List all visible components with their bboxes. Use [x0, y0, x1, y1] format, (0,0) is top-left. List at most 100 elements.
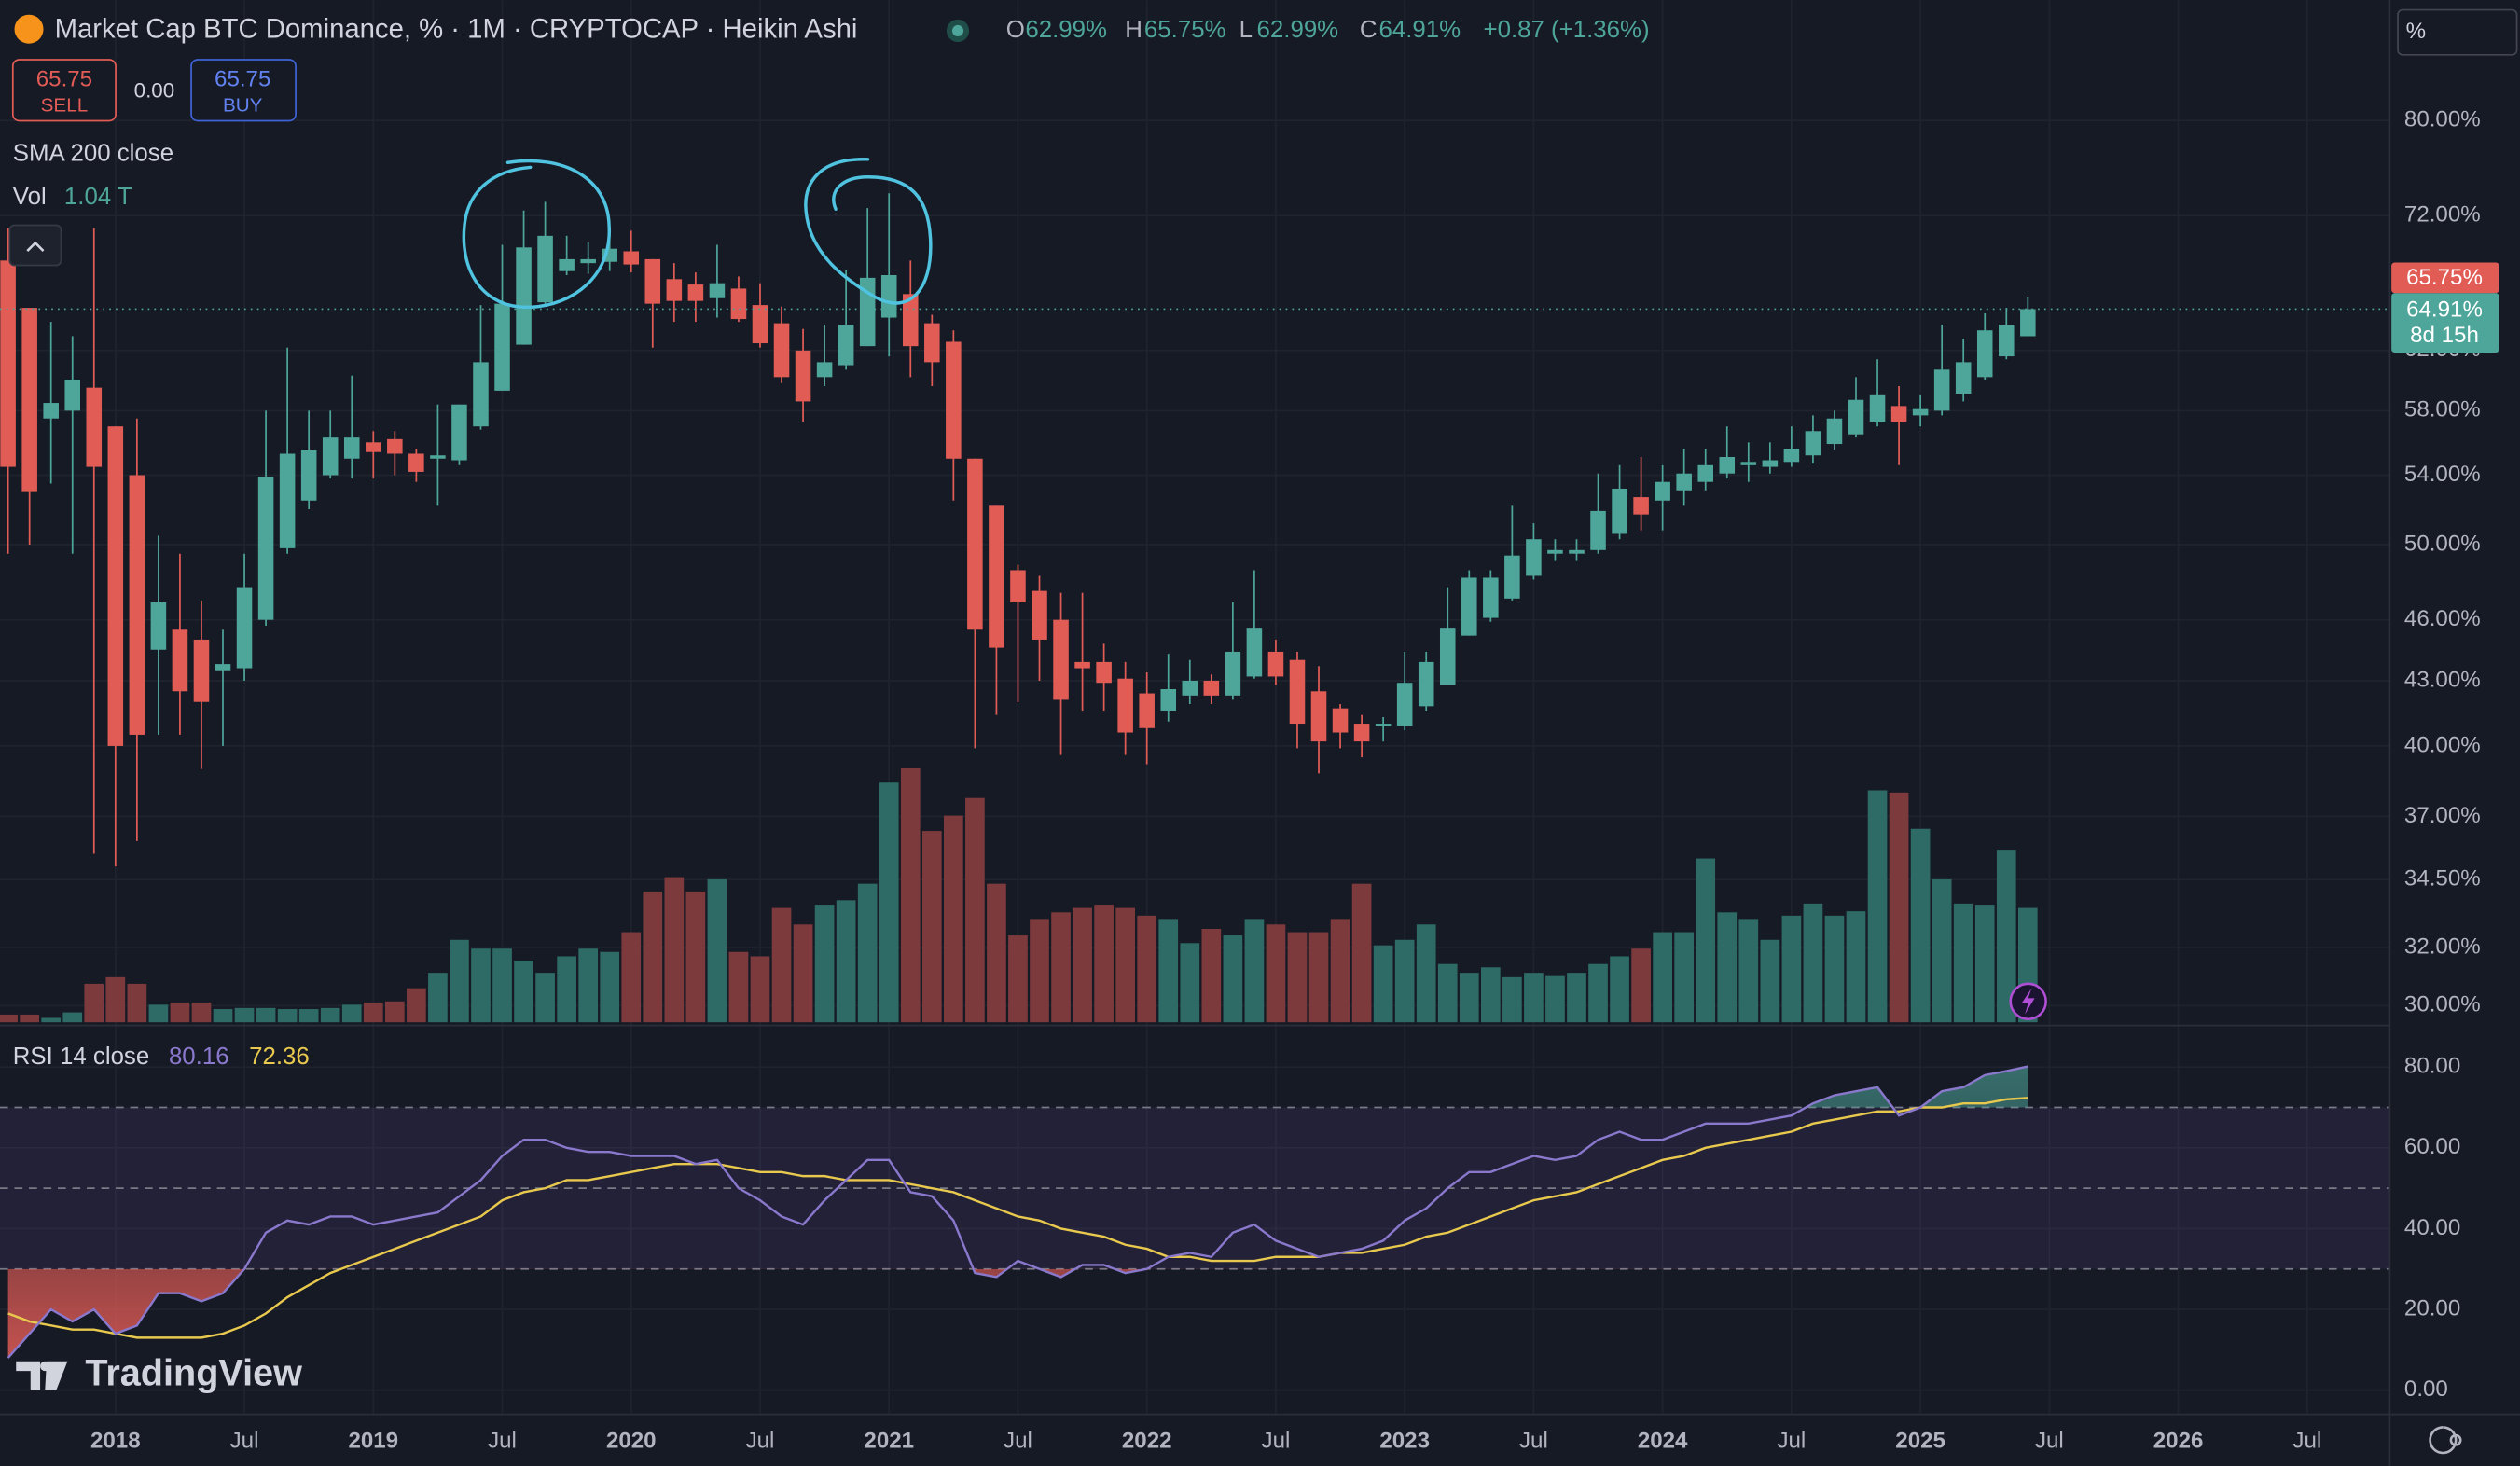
volume-bar	[578, 948, 599, 1023]
symbol-title: Market Cap BTC Dominance, % · 1M · CRYPT…	[55, 14, 858, 45]
volume-bar	[127, 983, 147, 1023]
sma-legend[interactable]: SMA 200 close	[13, 140, 173, 166]
settings-icon[interactable]	[2429, 1426, 2462, 1455]
volume-bar	[1588, 963, 1608, 1023]
y-tick-label: 43.00%	[2404, 667, 2481, 692]
candle-body	[1826, 418, 1843, 445]
candle-body	[1869, 394, 1886, 422]
candle-body	[902, 294, 919, 347]
volume-bar	[1696, 858, 1716, 1023]
collapse-button[interactable]	[8, 224, 62, 267]
candle-body	[537, 235, 553, 303]
candle-body	[1504, 555, 1520, 599]
alert-icon[interactable]	[2009, 982, 2047, 1021]
collapse-box[interactable]	[8, 224, 62, 267]
buy-box[interactable]	[190, 59, 297, 122]
candle-body	[666, 279, 683, 301]
candle-body	[236, 587, 253, 669]
volume-bar	[1308, 932, 1329, 1023]
circle-annotation	[804, 158, 933, 305]
candle-body	[1310, 691, 1327, 742]
buy-button[interactable]: 65.75 BUY	[190, 59, 297, 122]
volume-bar	[234, 1007, 255, 1023]
volume-bar	[1545, 975, 1565, 1023]
volume-bar	[879, 782, 899, 1023]
volume-bar	[1824, 915, 1845, 1023]
scale-mode[interactable]: %	[2397, 8, 2518, 56]
candle-body	[2020, 309, 2036, 337]
candle-body	[1697, 464, 1713, 482]
rsi-line	[7, 1065, 2028, 1359]
ohlc-value: 62.99%	[1025, 17, 1107, 43]
volume-bar	[1781, 915, 1802, 1023]
y-tick-label: 34.50%	[2404, 865, 2481, 891]
sell-button[interactable]: 65.75 SELL	[11, 59, 117, 122]
volume-bar	[1137, 915, 1157, 1023]
sell-box[interactable]	[11, 59, 117, 122]
ohlc-legend: O 62.99% H 65.75% L 62.99% C 64.91% +0.8…	[1006, 17, 1650, 43]
candle-body	[752, 305, 768, 344]
volume-bar	[1094, 905, 1114, 1023]
sell-price[interactable]: 65.75	[36, 67, 92, 92]
candle-body	[1912, 408, 1929, 416]
volume-bar	[750, 956, 770, 1023]
y-tick-label: 40.00%	[2404, 732, 2481, 757]
candle-body	[1332, 708, 1349, 733]
volume-bar	[1953, 903, 1973, 1023]
candle-body	[215, 664, 231, 671]
x-tick-label: Jul	[1262, 1428, 1291, 1453]
x-tick-label: Jul	[1777, 1428, 1806, 1453]
candle-body	[1976, 330, 1993, 378]
scale-box[interactable]	[2397, 8, 2518, 56]
candle-body	[1590, 510, 1606, 550]
candle-body	[1655, 481, 1670, 501]
chevron[interactable]	[26, 241, 45, 252]
candle-body	[1289, 659, 1306, 725]
ohlc-value: 64.91%	[1379, 17, 1461, 43]
x-tick-label: Jul	[746, 1428, 775, 1453]
volume-bar	[1373, 945, 1393, 1023]
volume-bar	[1653, 932, 1672, 1023]
axes: 2018 Jul 2019 Jul 2020 Jul 2021 Jul 2022 Jul 2023 J…	[90, 107, 2481, 1454]
candle-body	[1074, 661, 1090, 669]
buy-label[interactable]: BUY	[223, 94, 263, 116]
candle-body	[257, 477, 274, 620]
volume-bar	[664, 877, 685, 1023]
sell-label[interactable]: SELL	[41, 94, 89, 116]
price-badge-label: 64.91%	[2406, 297, 2483, 323]
volume-bar	[621, 932, 642, 1023]
volume-bar	[1073, 907, 1092, 1023]
x-tick-label: 2021	[864, 1428, 914, 1453]
btc-icon	[14, 14, 44, 44]
volume-bar	[1266, 924, 1286, 1023]
annotations	[462, 158, 933, 310]
volume-bar	[492, 948, 512, 1023]
candle-body	[880, 274, 897, 318]
volume-bar	[1480, 967, 1501, 1023]
rsi-legend[interactable]: RSI 14 close	[13, 1044, 149, 1070]
bolt[interactable]	[2021, 988, 2035, 1015]
buy-price[interactable]: 65.75	[215, 67, 270, 92]
circle-annotation	[462, 159, 611, 310]
volume-bar	[685, 891, 706, 1023]
scale-label[interactable]: %	[2406, 19, 2426, 44]
high-badge-label: 65.75%	[2406, 265, 2483, 290]
overlay: 65.75% 64.91%8d 15h	[0, 262, 2499, 353]
candle-body	[494, 303, 510, 391]
volume-bar	[170, 1002, 190, 1023]
logo	[16, 1361, 68, 1390]
candle-body	[107, 426, 124, 746]
volume-legend[interactable]: Vol	[13, 184, 47, 210]
candle-body	[64, 380, 81, 411]
volume-bar	[363, 1002, 383, 1023]
candle-body	[773, 323, 790, 378]
spread: 0.00	[134, 78, 175, 102]
volume-bar	[900, 768, 921, 1023]
volume-bar	[191, 1002, 212, 1023]
y-tick-label: 30.00%	[2404, 992, 2481, 1017]
candle-body	[816, 362, 833, 378]
volume-bar	[20, 1014, 39, 1023]
status-dot-core	[952, 24, 964, 36]
rsi-line	[7, 1097, 2028, 1339]
